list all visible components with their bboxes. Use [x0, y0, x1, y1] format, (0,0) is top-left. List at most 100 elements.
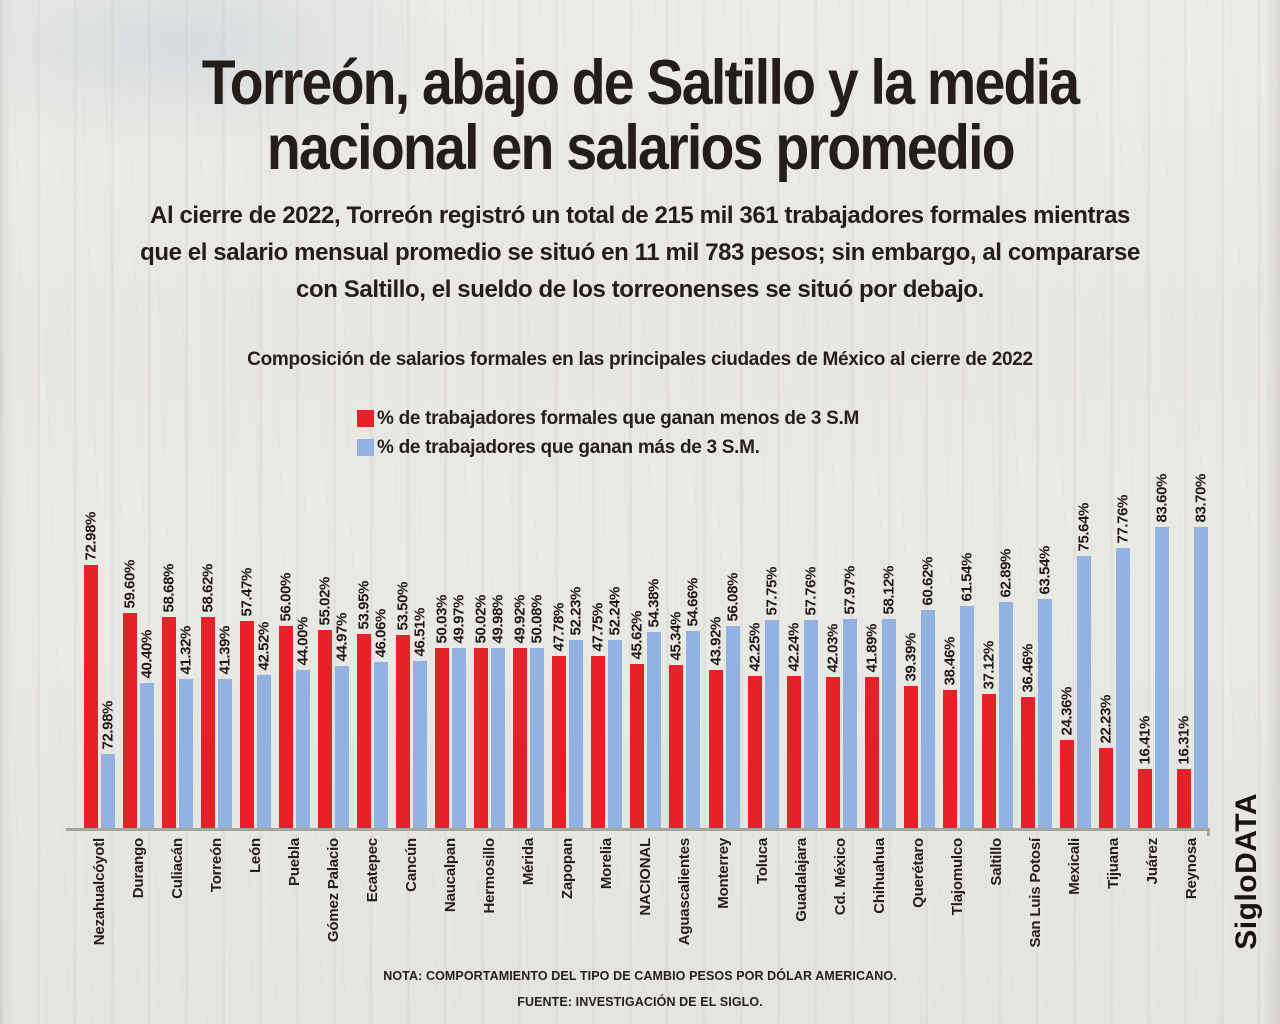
bar-below-3sm	[1098, 748, 1113, 828]
bar-slot: 22.23%	[1097, 516, 1114, 828]
bar-value-label: 52.23%	[567, 586, 585, 635]
bar-group: 50.02% 49.98% Hermosillo	[472, 516, 507, 914]
bar-group: 59.60% 40.40% Durango	[122, 516, 156, 899]
legend-swatch-blue	[357, 439, 374, 456]
bar-below-3sm	[1059, 740, 1074, 828]
bar-group: 47.78% 52.23% Zapopan	[551, 516, 585, 900]
bar-slot: 58.12%	[880, 516, 898, 828]
bar-slot: 44.97%	[334, 516, 351, 828]
bar-value-label: 43.92%	[707, 616, 724, 665]
bar-value-label: 40.40%	[138, 629, 156, 678]
bar-group: 24.36% 75.64% Mexicali	[1058, 503, 1092, 895]
bar-value-label: 46.06%	[372, 608, 390, 657]
bar-group: 42.03% 57.97% Cd. México	[824, 516, 858, 916]
bar-below-3sm	[279, 626, 294, 828]
bar-above-3sm	[725, 626, 740, 828]
legend-swatch-red	[357, 410, 374, 427]
bar-value-label: 50.08%	[528, 594, 546, 643]
bar-group: 50.03% 49.97% Naucalpan	[434, 516, 468, 913]
bar-below-3sm	[357, 634, 372, 828]
bar-slot: 57.75%	[763, 516, 780, 828]
bar-value-label: 75.64%	[1075, 502, 1093, 551]
bar-value-label: 42.24%	[785, 622, 803, 671]
bar-slot: 43.92%	[707, 516, 724, 828]
intro-paragraph: Al cierre de 2022, Torreón registró un t…	[36, 197, 1244, 308]
bar-above-3sm	[413, 661, 428, 828]
bar-slot: 57.47%	[239, 516, 256, 828]
bar-below-3sm	[396, 635, 411, 828]
city-label: Juárez	[1144, 838, 1162, 885]
bar-value-label: 72.98%	[99, 700, 117, 749]
bar-above-3sm	[1037, 599, 1052, 828]
bar-value-label: 72.98%	[82, 511, 100, 560]
bar-slot: 77.76%	[1114, 495, 1131, 828]
bar-above-3sm	[803, 620, 818, 828]
bar-below-3sm	[786, 676, 801, 828]
legend-label: % de trabajadores formales que ganan men…	[377, 407, 860, 429]
bar-below-3sm	[474, 648, 489, 828]
bar-below-3sm	[513, 648, 528, 828]
legend-item-above-3sm: % de trabajadores que ganan más de 3 S.M…	[357, 433, 859, 462]
bar-slot: 83.70%	[1192, 474, 1209, 828]
bar-group: 58.62% 41.39% Torreón	[199, 516, 234, 893]
city-label: Puebla	[285, 838, 303, 886]
bar-value-label: 50.02%	[472, 594, 490, 643]
bar-slot: 62.89%	[997, 516, 1014, 828]
bar-group: 47.75% 52.24% Morelia	[589, 516, 624, 890]
bar-value-label: 58.12%	[880, 565, 898, 614]
bar-slot: 49.97%	[451, 516, 468, 828]
bar-below-3sm	[669, 665, 684, 828]
page-title: Torreón, abajo de Saltillo y la media na…	[0, 51, 1280, 180]
bar-below-3sm	[240, 621, 255, 828]
bar-value-label: 60.62%	[919, 556, 937, 605]
bar-group: 58.68% 41.32% Culiacán	[161, 516, 195, 899]
bar-slot: 39.39%	[902, 516, 919, 828]
bar-value-label: 37.12%	[980, 640, 998, 689]
bar-slot: 16.41%	[1136, 516, 1153, 828]
bar-slot: 24.36%	[1058, 516, 1076, 828]
bar-value-label: 46.51%	[411, 607, 429, 656]
bar-slot: 47.75%	[589, 516, 607, 828]
city-label: Hermosillo	[480, 838, 498, 914]
bar-value-label: 47.75%	[589, 602, 607, 651]
bar-above-3sm	[140, 683, 155, 828]
bar-value-label: 52.24%	[606, 586, 624, 635]
bar-below-3sm	[123, 613, 138, 828]
bar-below-3sm	[591, 656, 606, 828]
bar-slot: 56.00%	[278, 516, 295, 828]
bar-slot: 41.89%	[863, 516, 880, 828]
bar-slot: 57.97%	[841, 516, 858, 828]
bar-above-3sm	[218, 679, 233, 828]
city-label: Cancún	[402, 838, 420, 892]
bar-value-label: 36.46%	[1019, 643, 1037, 692]
bar-slot: 50.03%	[434, 516, 451, 828]
bar-group: 45.34% 54.66% Aguascalientes	[667, 516, 702, 946]
city-label: Cd. México	[832, 838, 850, 916]
bar-slot: 50.02%	[472, 516, 490, 828]
bar-above-3sm	[764, 620, 779, 828]
bar-value-label: 24.36%	[1058, 686, 1076, 735]
bar-below-3sm	[318, 630, 333, 828]
bar-below-3sm	[1137, 769, 1152, 828]
city-label: Nezahualcóyotl	[90, 838, 108, 946]
bar-above-3sm	[1115, 548, 1130, 828]
bar-slot: 59.60%	[122, 516, 139, 828]
bar-value-label: 58.62%	[199, 563, 217, 612]
bar-above-3sm	[491, 648, 506, 828]
bar-group: 42.25% 57.75% Toluca	[746, 516, 780, 885]
bar-value-label: 42.25%	[746, 622, 764, 671]
bar-value-label: 45.34%	[667, 611, 685, 660]
brand-siglodata: SigloDATA	[1230, 793, 1263, 950]
bar-slot: 42.03%	[824, 516, 841, 828]
bar-above-3sm	[452, 648, 467, 828]
bar-slot: 46.51%	[411, 516, 429, 828]
bar-slot: 56.08%	[724, 516, 741, 828]
bar-value-label: 77.76%	[1114, 494, 1132, 543]
bar-group: 57.47% 42.52% León	[239, 516, 273, 874]
bar-above-3sm	[959, 606, 974, 828]
bar-value-label: 63.54%	[1036, 545, 1054, 594]
bar-slot: 49.98%	[490, 516, 507, 828]
bar-below-3sm	[84, 565, 98, 828]
bar-above-3sm	[179, 679, 194, 828]
bar-slot: 54.66%	[685, 516, 702, 828]
